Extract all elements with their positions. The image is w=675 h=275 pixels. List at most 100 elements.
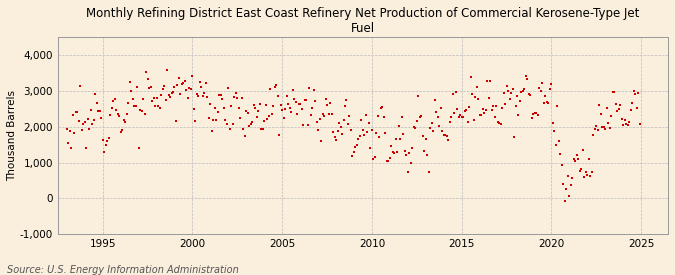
Point xyxy=(492,119,503,124)
Point xyxy=(314,117,325,121)
Point xyxy=(632,91,643,95)
Point xyxy=(489,114,500,119)
Point xyxy=(539,100,549,105)
Point xyxy=(608,89,618,94)
Point xyxy=(413,93,424,98)
Point xyxy=(525,93,536,97)
Point xyxy=(622,123,633,127)
Point xyxy=(476,113,487,117)
Point xyxy=(589,126,600,131)
Point xyxy=(283,101,294,106)
Point xyxy=(230,91,241,95)
Point xyxy=(358,127,369,132)
Point xyxy=(329,134,340,139)
Point xyxy=(480,108,491,112)
Point xyxy=(323,112,334,116)
Point xyxy=(202,94,213,99)
Point xyxy=(524,92,535,96)
Point xyxy=(74,119,84,123)
Point xyxy=(410,126,421,131)
Point xyxy=(564,194,574,198)
Point xyxy=(112,112,123,116)
Point xyxy=(604,125,615,130)
Point xyxy=(325,100,335,105)
Point xyxy=(272,94,283,98)
Point xyxy=(614,106,624,111)
Point xyxy=(105,112,115,117)
Point xyxy=(140,70,151,75)
Point xyxy=(547,121,558,125)
Point xyxy=(431,110,441,114)
Point xyxy=(244,124,254,128)
Point xyxy=(310,99,321,103)
Point xyxy=(528,112,539,117)
Point xyxy=(540,94,551,98)
Point xyxy=(335,125,346,130)
Point xyxy=(238,127,248,131)
Point xyxy=(148,96,159,100)
Point xyxy=(279,107,290,111)
Point xyxy=(417,134,428,138)
Point xyxy=(350,144,361,149)
Point xyxy=(274,133,285,137)
Point xyxy=(601,106,612,111)
Point xyxy=(268,104,279,108)
Point xyxy=(610,102,621,107)
Point xyxy=(615,103,626,108)
Point xyxy=(570,159,580,164)
Point xyxy=(181,88,192,92)
Point xyxy=(82,116,93,121)
Point xyxy=(625,108,636,112)
Point xyxy=(595,112,606,116)
Point xyxy=(386,144,397,148)
Point xyxy=(461,108,472,112)
Point xyxy=(300,98,311,103)
Point xyxy=(209,106,220,111)
Point xyxy=(572,153,583,158)
Point xyxy=(383,159,394,163)
Point xyxy=(165,95,176,100)
Point xyxy=(101,142,111,147)
Point xyxy=(78,122,88,127)
Point xyxy=(114,114,125,119)
Point xyxy=(70,110,81,115)
Point xyxy=(263,114,274,118)
Point xyxy=(497,106,508,111)
Point xyxy=(196,85,207,89)
Point xyxy=(163,93,174,97)
Point xyxy=(85,108,96,112)
Point xyxy=(432,115,443,119)
Point xyxy=(579,175,590,179)
Point xyxy=(198,94,209,98)
Point xyxy=(475,113,485,117)
Point xyxy=(130,104,141,108)
Point xyxy=(593,127,603,132)
Point xyxy=(522,77,533,82)
Point xyxy=(375,106,386,110)
Point xyxy=(157,87,168,92)
Point xyxy=(133,146,144,151)
Point xyxy=(356,117,367,122)
Point xyxy=(504,97,515,101)
Point xyxy=(558,182,569,186)
Point xyxy=(64,129,75,134)
Point xyxy=(530,111,541,115)
Point xyxy=(446,114,456,119)
Point xyxy=(520,73,531,78)
Point xyxy=(341,98,352,102)
Point xyxy=(518,89,529,93)
Point xyxy=(111,108,122,112)
Point xyxy=(537,80,548,85)
Point xyxy=(554,139,564,143)
Point xyxy=(347,154,358,158)
Point xyxy=(452,106,462,111)
Point xyxy=(421,137,431,142)
Point xyxy=(319,114,329,118)
Point xyxy=(487,104,498,109)
Point xyxy=(214,93,225,97)
Point xyxy=(232,95,243,100)
Point xyxy=(381,158,392,163)
Point xyxy=(543,101,554,105)
Point xyxy=(549,129,560,134)
Point xyxy=(213,110,223,114)
